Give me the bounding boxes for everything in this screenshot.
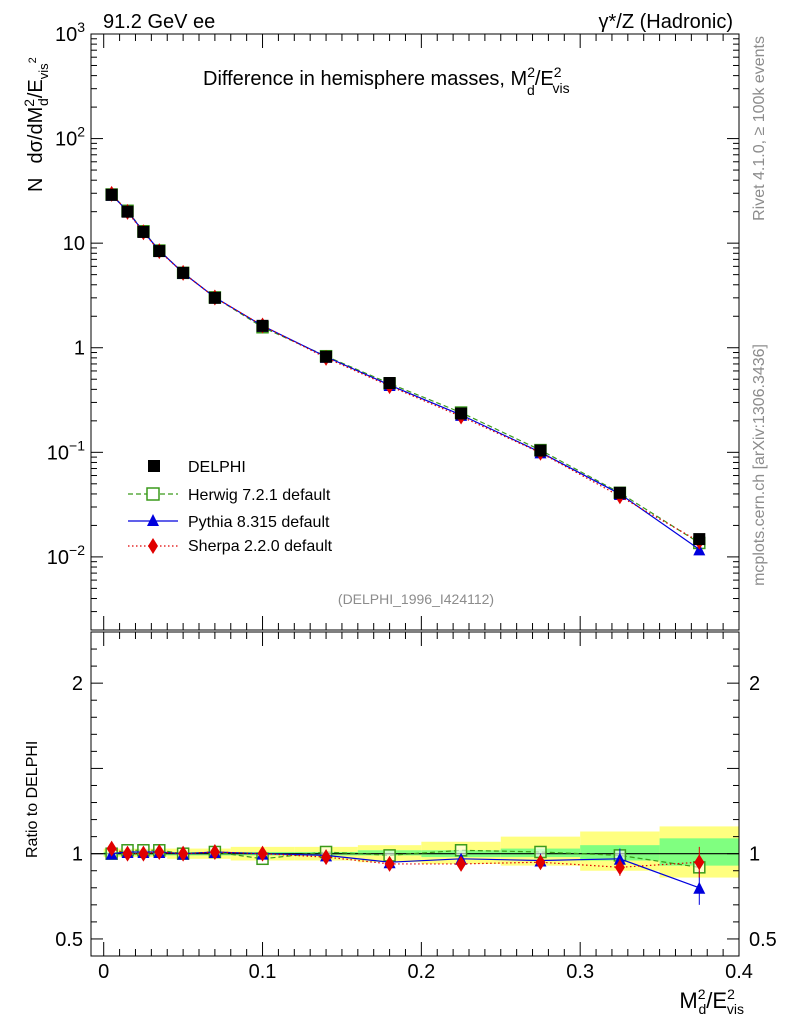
legend-label-herwig: Herwig 7.2.1 default xyxy=(188,487,331,504)
ratio-y-tick-label: 2 xyxy=(72,673,83,695)
main-y-tick-label: 1 xyxy=(74,338,85,360)
ratio-point-sherpa xyxy=(321,849,332,866)
data-point-delphi xyxy=(177,266,190,279)
ratio-point-sherpa xyxy=(257,845,268,862)
data-point-delphi xyxy=(534,444,547,457)
ratio-panel: 2 2 1 1 0.5 0.5 Ratio to DELPHI xyxy=(24,631,777,957)
legend-entry-sherpa: Sherpa 2.2.0 default xyxy=(128,538,333,555)
data-point-delphi xyxy=(105,188,118,201)
ratio-point-sherpa xyxy=(209,843,220,860)
ratio-y-axis-label: Ratio to DELPHI xyxy=(24,741,41,858)
ratio-point-sherpa xyxy=(106,840,117,857)
data-point-delphi xyxy=(320,350,333,363)
data-point-delphi xyxy=(455,407,468,420)
legend-entry-pythia: Pythia 8.315 default xyxy=(128,514,330,531)
legend-marker-herwig xyxy=(146,487,160,501)
ratio-point-sherpa xyxy=(154,843,165,860)
ratio-y-tick-label: 1 xyxy=(72,844,83,866)
rivet-version-label: Rivet 4.1.0, ≥ 100k events xyxy=(751,36,768,221)
ratio-y-tick-label: 0.5 xyxy=(55,929,83,951)
data-point-delphi xyxy=(383,377,396,390)
data-point-delphi xyxy=(121,205,134,218)
main-y-tick-label: 10−1 xyxy=(47,437,85,464)
x-tick-label: 0.3 xyxy=(566,961,594,983)
ratio-point-sherpa xyxy=(384,855,395,872)
ratio-point-sherpa xyxy=(535,854,546,871)
legend-entry-delphi: DELPHI xyxy=(148,459,246,476)
data-point-delphi xyxy=(137,225,150,238)
ratio-frame xyxy=(90,631,740,957)
ratio-point-sherpa xyxy=(694,854,705,871)
legend-entry-herwig: Herwig 7.2.1 default xyxy=(128,487,331,504)
ratio-point-sherpa xyxy=(456,855,467,872)
analysis-label: (DELPHI_1996_I424112) xyxy=(338,591,494,607)
data-point-delphi xyxy=(693,533,706,546)
plot-title: Difference in hemisphere masses, M2 d/E2 v… xyxy=(203,64,570,98)
data-point-delphi xyxy=(256,319,269,332)
ratio-point-sherpa xyxy=(138,845,149,862)
main-y-tick-label: 103 xyxy=(55,19,85,46)
mcplots-label: mcplots.cern.ch [arXiv:1306.3436] xyxy=(751,344,768,586)
x-tick-label: 0.1 xyxy=(249,961,277,983)
x-tick-label: 0 xyxy=(98,961,109,983)
ratio-y-tick-label-right: 1 xyxy=(749,844,760,866)
main-frame xyxy=(90,33,740,631)
y-axis-label: Ndσ/dM2d/Evis2 xyxy=(21,57,51,192)
x-axis-label: M2 d/E2 vis xyxy=(679,986,744,1017)
x-tick-label: 0.4 xyxy=(725,961,753,983)
legend: DELPHI Herwig 7.2.1 default Pythia 8.315… xyxy=(128,459,333,555)
ratio-point-sherpa xyxy=(122,845,133,862)
main-y-tick-label: 10 xyxy=(63,233,85,255)
ratio-point-sherpa xyxy=(178,845,189,862)
top-right-label: γ*/Z (Hadronic) xyxy=(599,11,733,33)
top-left-label: 91.2 GeV ee xyxy=(103,11,215,33)
legend-marker-delphi xyxy=(148,460,160,472)
ratio-y-tick-label-right: 0.5 xyxy=(749,929,777,951)
main-y-tick-label: 10−2 xyxy=(47,542,85,569)
data-point-delphi xyxy=(613,486,626,499)
legend-label-delphi: DELPHI xyxy=(188,459,246,476)
legend-label-sherpa: Sherpa 2.2.0 default xyxy=(188,538,333,555)
ratio-point-sherpa xyxy=(614,859,625,876)
data-point-delphi xyxy=(153,245,166,258)
legend-marker-sherpa xyxy=(148,538,158,554)
legend-label-pythia: Pythia 8.315 default xyxy=(188,514,330,531)
legend-marker-pythia xyxy=(147,514,159,526)
x-tick-label: 0.2 xyxy=(407,961,435,983)
main-y-tick-label: 102 xyxy=(55,124,85,151)
data-point-delphi xyxy=(208,291,221,304)
ratio-point-pythia xyxy=(693,881,706,894)
ratio-y-tick-label-right: 2 xyxy=(749,673,760,695)
